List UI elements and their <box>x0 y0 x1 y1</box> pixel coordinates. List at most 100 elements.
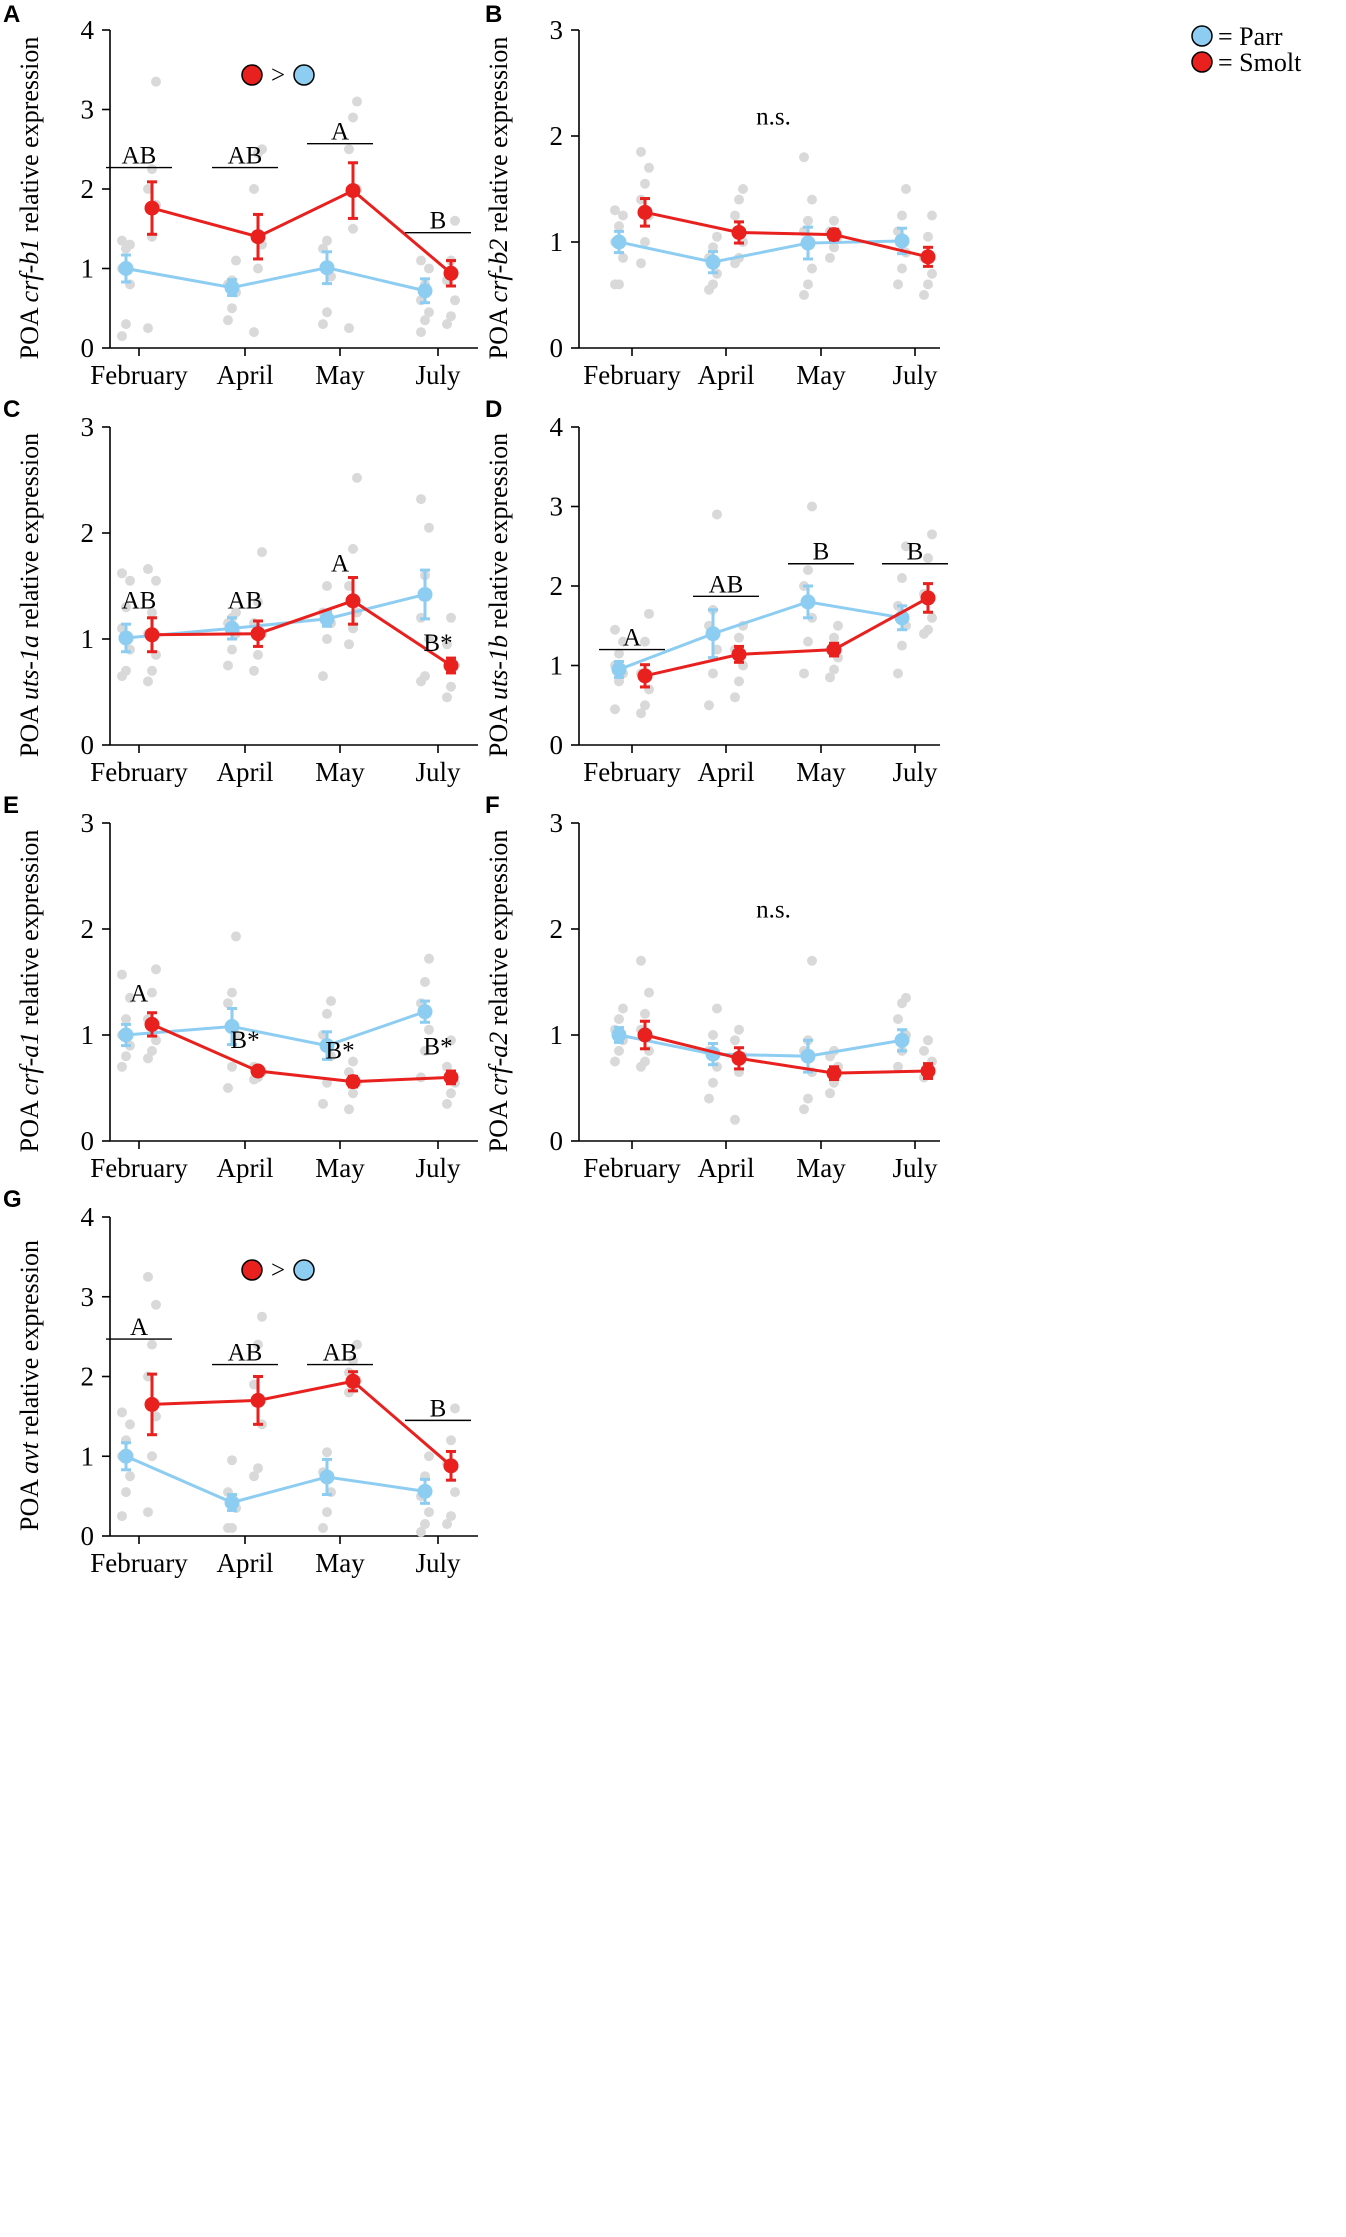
raw-point <box>143 676 153 687</box>
mean-point-parr <box>319 611 335 627</box>
raw-point <box>614 648 624 659</box>
raw-point <box>919 1045 929 1056</box>
raw-point <box>712 509 722 520</box>
y-tick-label: 1 <box>550 651 564 681</box>
mean-point-parr <box>224 620 240 636</box>
raw-point <box>618 210 628 221</box>
y-tick-label: 3 <box>550 808 564 838</box>
mean-point-smolt <box>731 1050 747 1066</box>
raw-point <box>923 624 933 635</box>
mean-point-smolt <box>443 1458 459 1474</box>
raw-point <box>416 327 426 338</box>
raw-point <box>227 303 237 314</box>
x-tick-label: February <box>90 360 188 390</box>
raw-point <box>893 1014 903 1025</box>
raw-point <box>424 1507 434 1518</box>
raw-point <box>121 1014 131 1025</box>
legend-parr-label: = Parr <box>1218 22 1283 51</box>
mean-point-parr <box>894 1032 910 1048</box>
y-axis-label: POA uts-1b relative expression <box>484 433 513 757</box>
raw-point <box>901 541 911 552</box>
mean-point-parr <box>224 1019 240 1035</box>
raw-point <box>147 665 157 676</box>
raw-point <box>348 623 358 634</box>
raw-point <box>223 315 233 326</box>
y-axis-label-gene: crf-b2 <box>484 239 513 303</box>
y-axis-label-prefix: POA <box>15 700 44 757</box>
mean-point-parr <box>417 1004 433 1020</box>
raw-point <box>117 1511 127 1522</box>
series-line-parr <box>618 600 903 671</box>
greater-than-sign: > <box>271 62 285 89</box>
raw-point <box>829 664 839 675</box>
y-tick-label: 0 <box>81 730 95 760</box>
series-line-parr <box>125 593 426 640</box>
y-tick-label: 0 <box>81 333 95 363</box>
raw-point <box>919 290 929 300</box>
raw-point <box>227 1523 237 1534</box>
mean-point-smolt <box>250 626 266 642</box>
raw-point <box>322 1008 332 1019</box>
raw-point <box>249 1471 259 1482</box>
significance-label: B* <box>423 630 452 657</box>
raw-point <box>322 581 332 591</box>
y-tick-label: 1 <box>81 254 95 284</box>
raw-point <box>117 568 127 579</box>
x-tick-label: July <box>415 1153 461 1183</box>
mean-point-parr <box>118 630 134 646</box>
raw-point <box>825 1088 835 1099</box>
raw-point <box>897 573 907 584</box>
raw-point <box>803 565 813 576</box>
raw-point <box>712 231 722 242</box>
raw-point <box>352 96 362 107</box>
raw-point <box>893 668 903 679</box>
raw-point <box>125 239 135 250</box>
y-axis-label-suffix: relative expression <box>484 37 513 239</box>
series-line-parr <box>618 1033 903 1058</box>
raw-point <box>833 620 843 631</box>
x-tick-label: July <box>415 757 461 787</box>
y-axis-label: POA crf-a2 relative expression <box>484 830 513 1153</box>
raw-point <box>143 1507 153 1518</box>
series-line-smolt <box>644 210 929 259</box>
y-tick-label: 2 <box>550 571 564 601</box>
y-tick-label: 2 <box>550 121 564 151</box>
x-tick-label: April <box>698 1153 755 1183</box>
raw-point <box>618 1003 628 1014</box>
raw-point <box>901 992 911 1003</box>
raw-point <box>730 1035 740 1046</box>
y-axis-label-gene: crf-a2 <box>484 1032 513 1096</box>
raw-point <box>352 472 362 483</box>
mean-point-parr <box>417 1483 433 1499</box>
raw-point <box>644 608 654 619</box>
raw-point <box>416 255 426 266</box>
raw-point <box>125 1419 135 1430</box>
series-line-smolt <box>644 596 929 678</box>
mean-point-smolt <box>920 590 936 606</box>
significance-label: n.s. <box>756 104 791 131</box>
raw-point <box>614 221 624 232</box>
x-tick-label: July <box>892 1153 938 1183</box>
y-axis-label-prefix: POA <box>15 1095 44 1152</box>
x-tick-label: May <box>796 1153 846 1183</box>
raw-point <box>807 501 817 512</box>
raw-point <box>450 215 460 226</box>
significance-label: AB <box>228 588 263 615</box>
series-line-smolt <box>151 1379 452 1467</box>
raw-point <box>151 964 161 975</box>
mean-point-smolt <box>250 229 266 245</box>
x-tick-label: May <box>315 1548 365 1578</box>
raw-point <box>318 319 328 330</box>
raw-point <box>640 700 650 711</box>
y-axis-label-prefix: POA <box>484 1095 513 1152</box>
raw-point <box>442 692 452 703</box>
y-axis-label-suffix: relative expression <box>15 433 44 635</box>
mean-point-parr <box>611 1027 627 1043</box>
y-tick-label: 0 <box>550 730 564 760</box>
raw-point <box>424 522 434 533</box>
mean-point-parr <box>705 626 721 642</box>
raw-point <box>121 602 131 613</box>
panel-letter: G <box>3 1186 22 1213</box>
series-line-parr <box>125 1454 426 1505</box>
raw-point <box>348 223 358 234</box>
